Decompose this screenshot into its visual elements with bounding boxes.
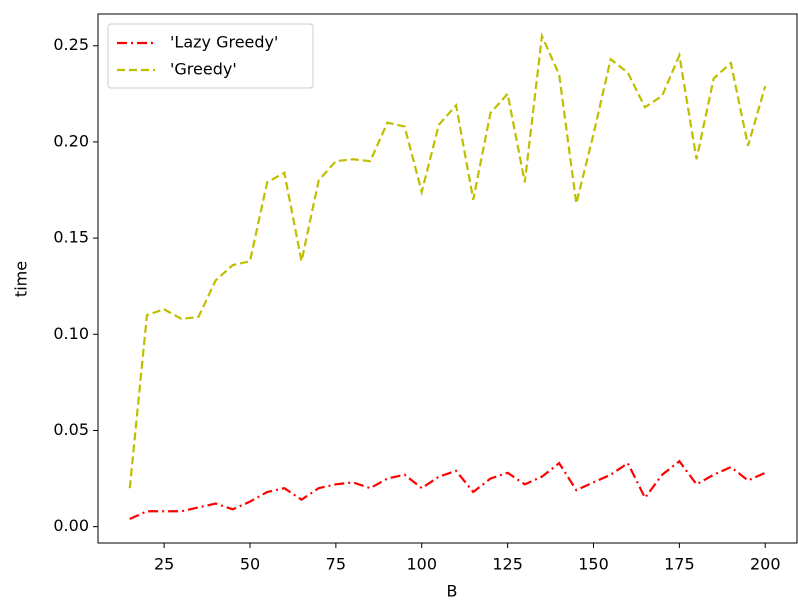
legend-box bbox=[107, 23, 314, 89]
plot-frame bbox=[97, 13, 798, 544]
y-tick-label: 0.15 bbox=[53, 228, 89, 247]
y-tick-label: 0.05 bbox=[53, 420, 89, 439]
legend-label: 'Greedy' bbox=[170, 60, 237, 79]
x-tick-label: 150 bbox=[578, 555, 609, 574]
x-tick-label: 75 bbox=[326, 555, 346, 574]
y-tick-label: 0.10 bbox=[53, 324, 89, 343]
y-tick-label: 0.00 bbox=[53, 516, 89, 535]
x-tick-label: 200 bbox=[750, 555, 781, 574]
x-tick-label: 125 bbox=[492, 555, 523, 574]
x-tick-label: 100 bbox=[406, 555, 437, 574]
y-tick-label: 0.20 bbox=[53, 131, 89, 150]
x-tick-label: 175 bbox=[664, 555, 695, 574]
y-tick-label: 0.25 bbox=[53, 35, 89, 54]
x-tick-label: 25 bbox=[154, 555, 174, 574]
legend-label: 'Lazy Greedy' bbox=[170, 33, 278, 52]
x-tick-label: 50 bbox=[240, 555, 260, 574]
series-line bbox=[129, 459, 766, 520]
x-axis-label: B bbox=[447, 582, 458, 601]
series-line bbox=[128, 32, 767, 489]
y-axis-label: time bbox=[12, 261, 31, 297]
